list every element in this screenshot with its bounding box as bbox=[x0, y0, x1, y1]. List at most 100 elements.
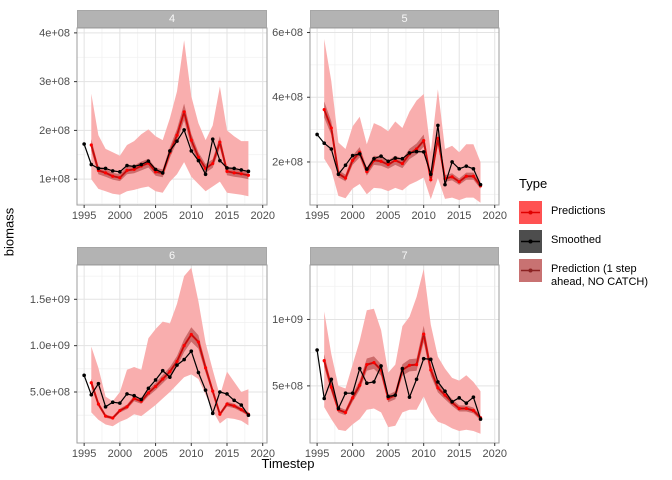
smoothed-point bbox=[393, 393, 398, 397]
legend-key-smoothed-icon bbox=[519, 230, 542, 253]
smoothed-point bbox=[168, 375, 172, 379]
smoothed-point bbox=[96, 381, 101, 386]
smoothed-point bbox=[436, 380, 440, 384]
prediction-confidence-ribbon bbox=[91, 267, 249, 427]
smoothed-point bbox=[365, 381, 369, 386]
predictions-point bbox=[211, 389, 215, 393]
smoothed-point bbox=[386, 159, 390, 164]
predictions-point bbox=[125, 168, 129, 172]
predictions-point bbox=[351, 158, 355, 162]
smoothed-point bbox=[343, 391, 348, 395]
predictions-point bbox=[168, 370, 172, 374]
one-step-ribbon bbox=[324, 101, 481, 189]
predictions-point bbox=[218, 140, 222, 144]
smoothed-point bbox=[400, 366, 405, 371]
predictions-point bbox=[329, 126, 333, 130]
predictions-point bbox=[118, 408, 122, 413]
predictions-point bbox=[175, 133, 179, 137]
legend-item-predictions: Predictions bbox=[519, 201, 669, 224]
legend-key-point bbox=[528, 239, 533, 244]
smoothed-point bbox=[139, 397, 144, 402]
smoothed-point bbox=[189, 149, 194, 153]
smoothed-point bbox=[218, 390, 222, 394]
smoothed-point bbox=[464, 164, 469, 168]
x-tick-label: 1995 bbox=[305, 448, 329, 460]
smoothed-point bbox=[125, 163, 129, 168]
y-tick-label: 5.0e+08 bbox=[30, 387, 70, 399]
predictions-point bbox=[103, 171, 108, 175]
smoothed-point bbox=[393, 156, 398, 160]
predictions-point bbox=[239, 172, 243, 176]
x-axis-title: Timestep bbox=[261, 456, 315, 471]
y-tick-label: 3e+08 bbox=[39, 76, 70, 88]
smoothed-point bbox=[203, 388, 208, 392]
legend-label-smoothed: Smoothed bbox=[551, 234, 602, 246]
smoothed-point bbox=[225, 166, 229, 170]
smoothed-point bbox=[82, 142, 86, 146]
smoothed-point bbox=[457, 396, 462, 400]
smoothed-point bbox=[386, 394, 390, 399]
smoothed-point bbox=[379, 154, 383, 158]
predictions-point bbox=[400, 161, 404, 166]
smoothed-point bbox=[471, 166, 476, 171]
predictions-point bbox=[196, 155, 201, 159]
predictions-point bbox=[372, 361, 376, 365]
smoothed-point bbox=[428, 172, 433, 177]
y-tick-label: 4e+08 bbox=[39, 27, 70, 39]
x-tick-label: 2000 bbox=[108, 210, 132, 222]
predictions-point bbox=[125, 405, 129, 409]
x-tick-label: 2010 bbox=[411, 448, 435, 460]
y-tick-label: 2e+08 bbox=[39, 125, 70, 137]
smoothed-point bbox=[322, 141, 327, 145]
smoothed-point bbox=[414, 149, 419, 154]
smoothed-point bbox=[357, 152, 362, 156]
predictions-point bbox=[471, 174, 476, 178]
facet-panel-7: 5e+08 1e+09 1995 2000 2005 2010 2015 2020 bbox=[272, 264, 507, 460]
smoothed-point bbox=[139, 162, 144, 167]
legend-key-one-step-icon bbox=[519, 259, 542, 282]
x-tick-label: 2015 bbox=[215, 448, 239, 460]
smoothed-point bbox=[421, 356, 426, 361]
predictions-point bbox=[464, 406, 468, 411]
x-tick-label: 1995 bbox=[305, 210, 329, 222]
facet-strip-5: 5 bbox=[310, 10, 499, 28]
legend: Type Predictions Smoothed Prediction (1 … bbox=[519, 176, 669, 295]
x-tick-label: 1995 bbox=[72, 210, 96, 222]
smoothed-point bbox=[322, 396, 327, 401]
one-step-ribbon bbox=[91, 327, 249, 420]
predictions-point bbox=[443, 393, 447, 397]
predictions-point bbox=[175, 359, 179, 364]
smoothed-point bbox=[464, 401, 469, 405]
smoothed-point bbox=[189, 349, 194, 354]
predictions-point bbox=[118, 176, 122, 180]
smoothed-point bbox=[443, 389, 447, 393]
smoothed-point bbox=[232, 398, 236, 403]
smoothed-point bbox=[239, 403, 244, 407]
predictions-point bbox=[436, 136, 440, 140]
smoothed-point bbox=[329, 377, 334, 382]
facet-strip-6: 6 bbox=[77, 247, 267, 265]
smoothed-point bbox=[246, 413, 251, 417]
smoothed-point bbox=[196, 370, 201, 375]
smoothed-point bbox=[118, 170, 122, 174]
smoothed-point bbox=[336, 406, 341, 411]
smoothed-point bbox=[372, 380, 376, 384]
smoothed-point bbox=[478, 182, 483, 187]
predictions-point bbox=[189, 138, 193, 142]
smoothed-point bbox=[96, 166, 101, 171]
smoothed-point bbox=[103, 166, 108, 171]
smoothed-point bbox=[372, 156, 376, 161]
predictions-point bbox=[111, 416, 115, 420]
smoothed-point bbox=[350, 153, 355, 158]
predictions-point bbox=[322, 359, 326, 363]
smoothed-point bbox=[132, 164, 136, 169]
x-tick-label: 2020 bbox=[250, 210, 274, 222]
smoothed-point bbox=[168, 149, 172, 153]
predictions-point bbox=[232, 404, 236, 408]
smoothed-point bbox=[153, 378, 158, 382]
x-tick-label: 2010 bbox=[411, 210, 435, 222]
predictions-point bbox=[457, 180, 461, 184]
x-tick-label: 2000 bbox=[340, 210, 364, 222]
predictions-point bbox=[414, 147, 419, 151]
predictions-point bbox=[111, 174, 115, 178]
